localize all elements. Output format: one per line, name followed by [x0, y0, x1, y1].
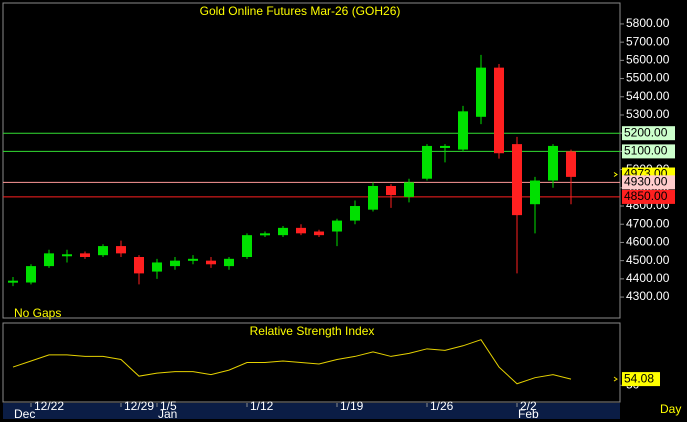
candle-body	[530, 180, 540, 205]
candle-body	[476, 67, 486, 117]
candle-body	[62, 254, 72, 257]
candle-body	[188, 258, 198, 261]
candle-body	[548, 145, 558, 181]
level-box	[622, 189, 675, 204]
rsi-marker	[613, 376, 618, 382]
candle-body	[170, 260, 180, 267]
candle-body	[260, 233, 270, 236]
rsi-panel	[2, 322, 621, 403]
candle-body	[350, 206, 360, 221]
candle-body	[386, 185, 396, 196]
y-tick-label: 4600.00	[626, 235, 670, 249]
candle-body	[458, 111, 468, 150]
x-month-label: Feb	[518, 407, 539, 421]
candle-body	[404, 182, 414, 197]
level-label: 5100.00	[624, 144, 668, 158]
y-tick-label: 5500.00	[626, 71, 670, 85]
candle-body	[206, 260, 216, 265]
candle-body	[152, 262, 162, 272]
candle-body	[224, 258, 234, 267]
x-tick-label: 2/2	[520, 399, 537, 413]
candle-body	[116, 246, 126, 254]
level-box	[622, 144, 675, 159]
x-tick-label: 12/29	[124, 399, 154, 413]
y-tick-label: 5800.00	[626, 16, 670, 30]
candle-body	[494, 67, 504, 154]
candle-body	[98, 246, 108, 256]
candle-body	[368, 185, 378, 210]
rsi-title: Relative Strength Index	[250, 324, 375, 338]
x-month-label: Dec	[14, 407, 35, 421]
candle-body	[134, 257, 144, 274]
candle-body	[512, 144, 522, 216]
candle-body	[242, 235, 252, 258]
gap-note: No Gaps	[14, 306, 61, 320]
rsi-last-label: 54.08	[624, 371, 654, 385]
price-panel	[2, 2, 621, 319]
x-month-label: Jan	[158, 407, 177, 421]
y-tick-label: 5400.00	[626, 89, 670, 103]
candle-body	[8, 280, 18, 283]
candle-body	[278, 227, 288, 236]
y-tick-label: 5300.00	[626, 107, 670, 121]
candle-body	[332, 220, 342, 232]
y-tick-label: 4500.00	[626, 253, 670, 267]
y-tick-label: 4400.00	[626, 271, 670, 285]
candle-body	[296, 227, 306, 234]
rsi-box	[622, 372, 660, 387]
x-tick-label: 12/22	[34, 399, 64, 413]
y-tick-label: 5600.00	[626, 53, 670, 67]
chart-title: Gold Online Futures Mar-26 (GOH26)	[200, 4, 401, 18]
level-label: 5200.00	[624, 125, 668, 139]
level-label: 4930.00	[624, 175, 668, 189]
candle-body	[422, 145, 432, 179]
candle-body	[80, 253, 90, 258]
candle-body	[440, 145, 450, 148]
level-marker	[613, 172, 618, 177]
x-unit-label: Day	[660, 402, 681, 416]
level-box	[622, 126, 675, 141]
x-tick-label: 1/19	[340, 399, 364, 413]
x-tick-label: 1/26	[430, 399, 454, 413]
candle-body	[26, 266, 36, 283]
candle-body	[566, 151, 576, 177]
candle-body	[314, 231, 324, 236]
x-tick-label: 1/12	[250, 399, 274, 413]
level-box	[622, 175, 675, 190]
y-tick-label: 4700.00	[626, 216, 670, 230]
candle-body	[44, 253, 54, 267]
x-tick-label: 1/5	[160, 399, 177, 413]
y-tick-label: 5700.00	[626, 34, 670, 48]
y-tick-label: 4300.00	[626, 289, 670, 303]
level-label: 4850.00	[624, 189, 668, 203]
rsi-line	[12, 339, 572, 385]
